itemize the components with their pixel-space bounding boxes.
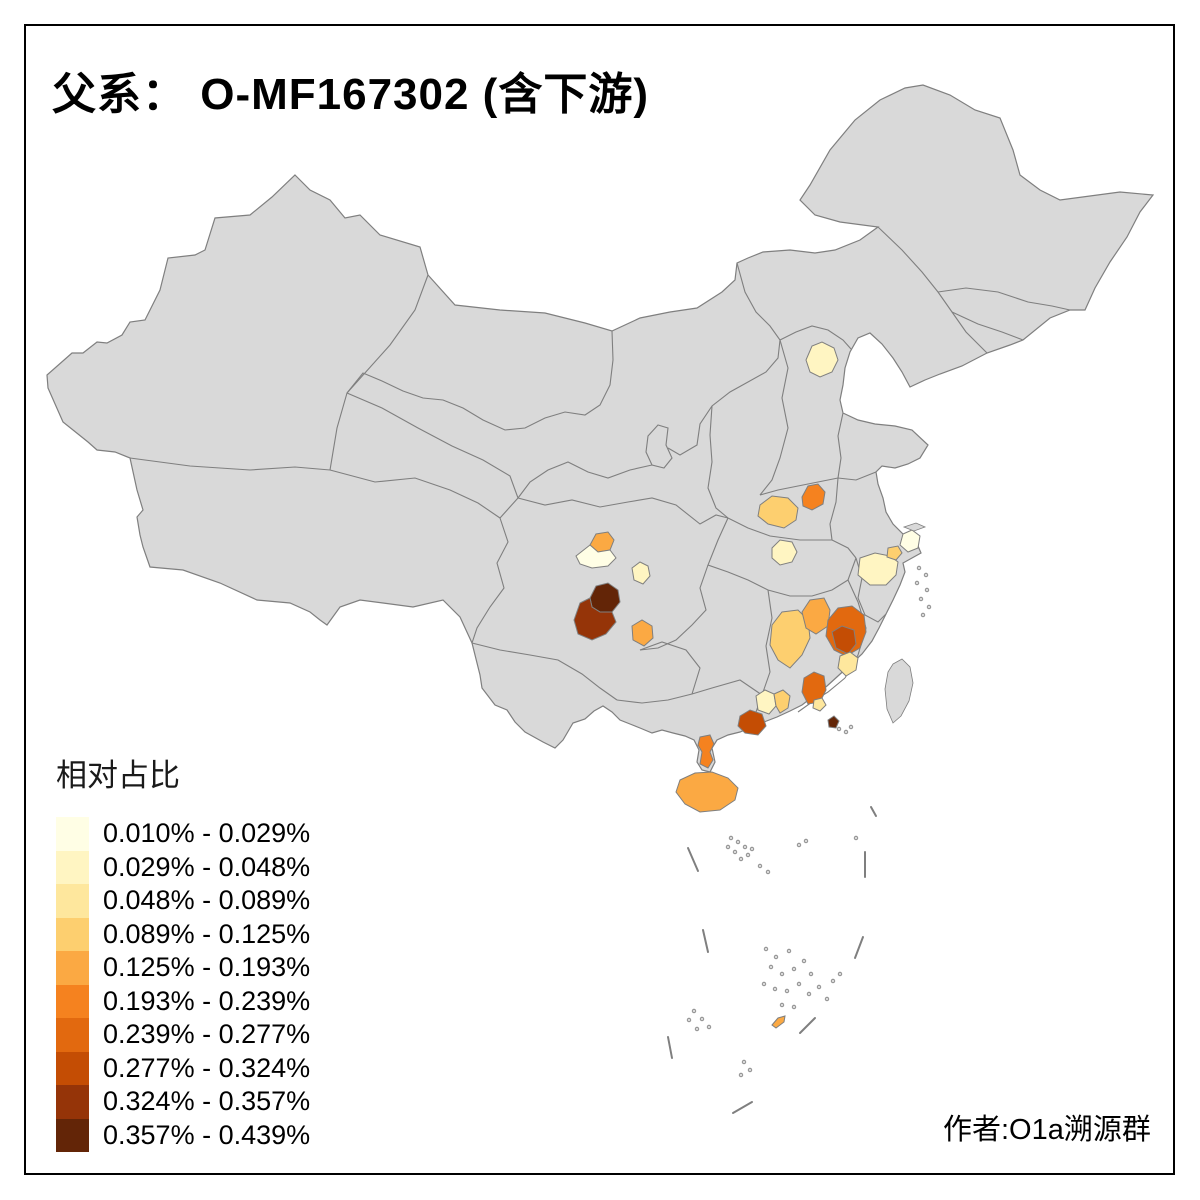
taiwan-island [884,658,914,724]
map-region-jiangxi-west [769,609,811,669]
legend-class-label: 0.239% - 0.277% [103,1019,311,1050]
legend-class-label: 0.048% - 0.089% [103,885,311,916]
map-region-hainan [675,771,739,813]
colored-regions [573,341,921,1029]
legend-swatch [56,951,89,985]
legend-class-label: 0.010% - 0.029% [103,818,311,849]
islands-group [667,522,932,1114]
legend-row: 0.029% - 0.048% [56,850,311,884]
china-land [46,84,1155,773]
legend-class-label: 0.277% - 0.324% [103,1052,311,1083]
map-region-zhejiang-north [857,552,899,586]
map-region-guangdong-central [773,689,791,714]
map-region-sansha-islet [771,1015,786,1029]
map-region-guangdong-east-small [812,697,827,712]
legend-class-label: 0.125% - 0.193% [103,952,311,983]
legend-row: 0.048% - 0.089% [56,884,310,918]
map-region-beijing [805,341,839,378]
province-borders [129,226,1071,726]
map-region-guangdong-west [737,709,767,736]
legend-swatch [56,1085,89,1119]
chongming-island [902,522,927,532]
legend-row: 0.089% - 0.125% [56,917,311,951]
legend-swatch [56,917,89,951]
legend-row: 0.277% - 0.324% [56,1051,311,1085]
map-region-sichuan-south [631,619,654,647]
map-region-zhanjiang-leizhou [697,734,715,769]
legend-swatch [56,884,89,918]
legend-row: 0.010% - 0.029% [56,817,310,851]
legend-class-label: 0.357% - 0.439% [103,1119,311,1150]
map-region-chengdu-plain [575,544,617,569]
legend-row: 0.125% - 0.193% [56,951,310,985]
legend-class-label: 0.193% - 0.239% [103,985,311,1016]
map-region-henan-west [757,495,799,529]
legend-rows: 0.010% - 0.029% 0.029% - 0.048% 0.048% - 0… [56,817,310,1152]
map-region-sichuan-east [631,561,651,585]
map-region-jiaxing [886,545,903,561]
legend-title: 相对占比 [56,758,180,793]
map-region-sichuan-dark [573,597,617,641]
legend-swatch [56,1018,89,1052]
legend-swatch [56,1051,89,1085]
map-region-jiangxi-northeast [801,597,831,635]
map-region-henan-east [801,483,826,511]
map-region-fujian-core [831,625,857,655]
legend-swatch [56,850,89,884]
legend-row: 0.239% - 0.277% [56,1018,310,1052]
page-title: 父系： O-MF167302 (含下游) [52,70,649,119]
attribution: 作者:O1a溯源群 [943,1114,1151,1146]
legend-class-label: 0.324% - 0.357% [103,1086,311,1117]
legend-row: 0.357% - 0.439% [56,1118,311,1152]
legend: 相对占比 0.010% - 0.029% 0.029% - 0.048% 0.048… [56,750,310,1152]
legend-swatch [56,1118,89,1152]
small-islands [686,565,932,1078]
map-region-guangdong-northeast [801,671,827,705]
china-mainland-outline [46,84,1155,773]
map-region-hubei [771,539,798,566]
legend-swatch [56,984,89,1018]
map-region-pearl-delta [827,715,840,729]
map-region-fujian-south [837,651,859,677]
legend-class-label: 0.089% - 0.125% [103,918,311,949]
legend-row: 0.324% - 0.357% [56,1085,310,1119]
legend-swatch [56,817,89,851]
legend-class-label: 0.029% - 0.048% [103,851,311,882]
legend-row: 0.193% - 0.239% [56,984,311,1018]
nine-dash-line [667,806,877,1114]
